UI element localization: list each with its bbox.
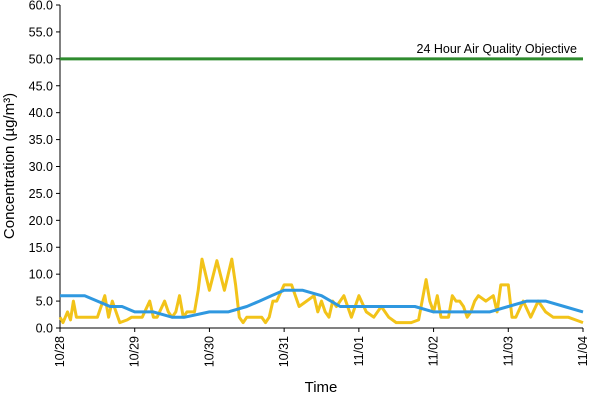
series-group	[58, 257, 584, 325]
y-tick-label: 5.0	[36, 295, 53, 309]
y-tick-label: 35.0	[29, 133, 53, 147]
y-tick-label: 25.0	[29, 187, 53, 201]
y-tick-label: 30.0	[29, 160, 53, 174]
y-tick-label: 15.0	[29, 241, 53, 255]
y-tick-label: 55.0	[29, 25, 53, 39]
x-axis-title: Time	[305, 379, 338, 396]
y-tick-label: 40.0	[29, 106, 53, 120]
x-tick-label: 11/01	[352, 336, 366, 366]
x-tick-label: 10/30	[202, 336, 216, 367]
x-tick-label: 10/28	[53, 336, 67, 367]
air-quality-objective-label: 24 Hour Air Quality Objective	[417, 42, 578, 56]
x-tick-label: 11/03	[501, 336, 515, 366]
x-tick-label: 11/04	[576, 336, 590, 366]
series-line-1	[58, 257, 584, 325]
y-tick-label: 0.0	[36, 322, 53, 336]
x-tick-label: 10/29	[128, 336, 142, 367]
y-axis-ticks: 0.0 5.0 10.0 15.0 20.0 25.0 30.0 35.0 40.0 45.0 50…	[29, 0, 60, 336]
y-tick-label: 60.0	[29, 0, 53, 13]
y-tick-label: 20.0	[29, 214, 53, 228]
y-tick-label: 50.0	[29, 52, 53, 66]
reference-line-group: 24 Hour Air Quality Objective	[60, 42, 583, 61]
y-tick-label: 10.0	[29, 268, 53, 282]
x-axis-ticks: 10/28 10/29 10/30 10/31 11/01 11/02 11/03 11/04	[53, 328, 590, 367]
y-tick-label: 45.0	[29, 79, 53, 93]
series-line-2	[60, 288, 584, 319]
x-tick-label: 11/02	[427, 336, 441, 366]
x-tick-label: 10/31	[277, 336, 291, 367]
y-axis-title: Concentration (µg/m³)	[1, 93, 18, 239]
